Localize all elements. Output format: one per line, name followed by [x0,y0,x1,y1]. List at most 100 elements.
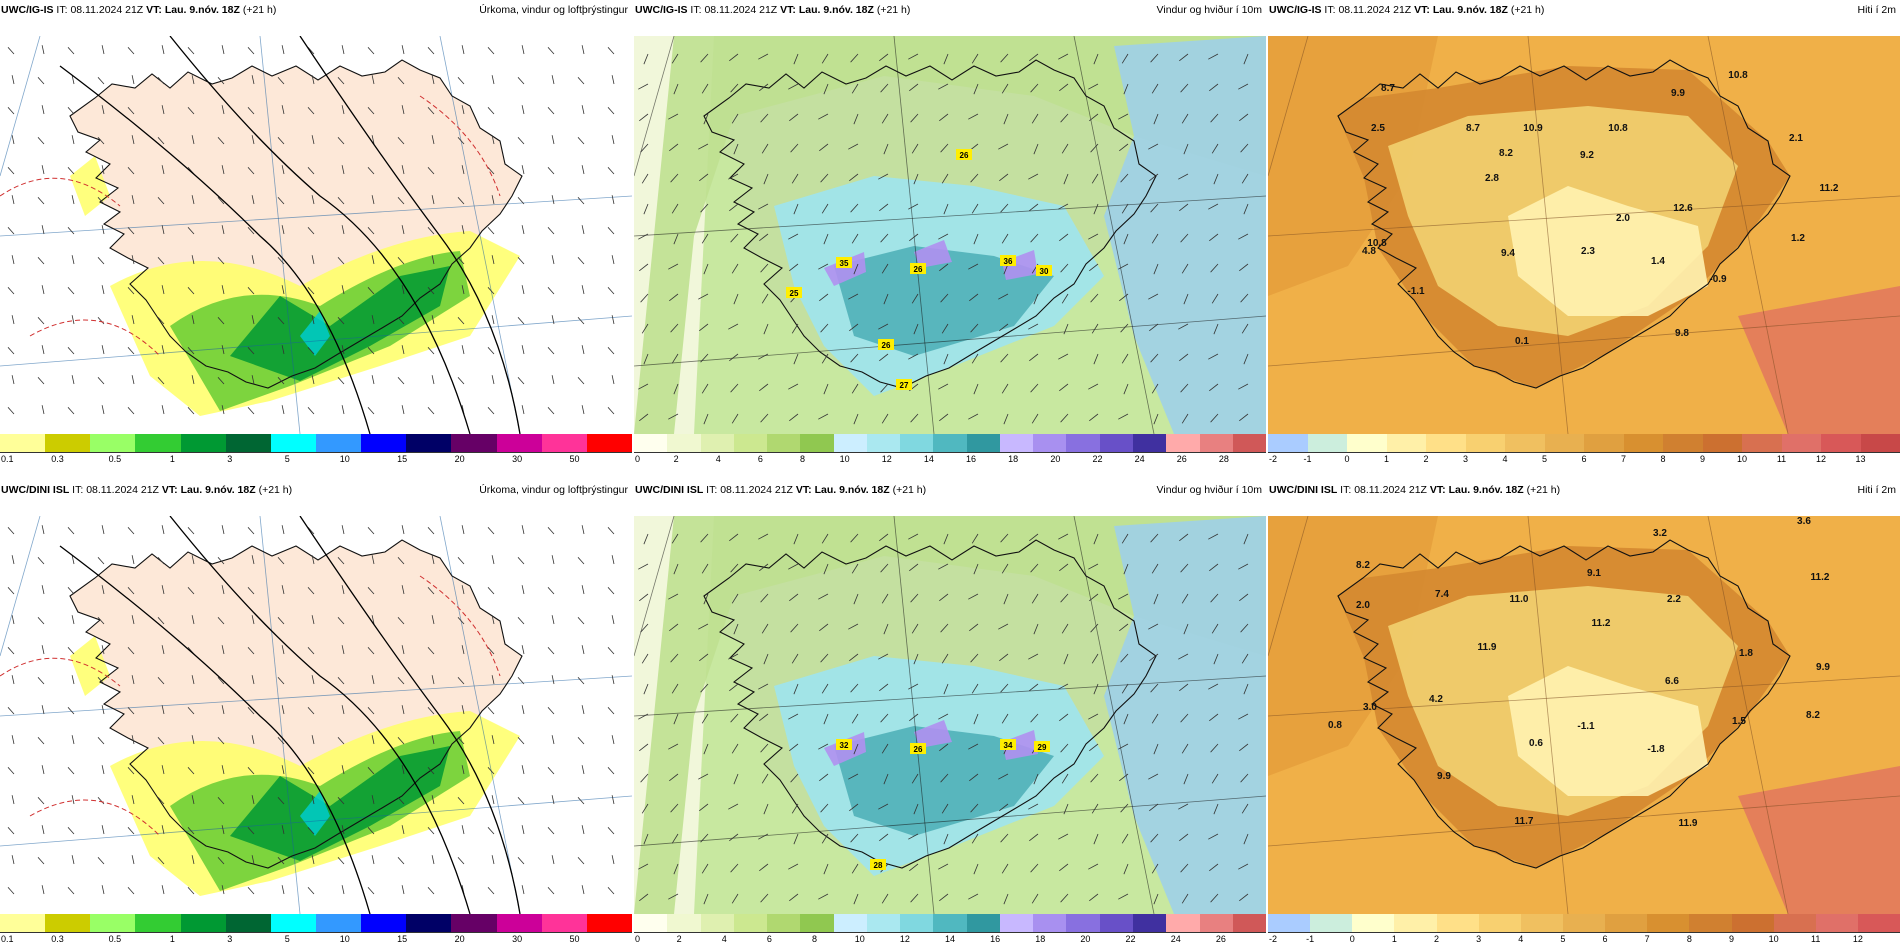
wind-arrow [11,375,15,385]
coastline [69,59,523,389]
lead-time: (+21 h) [242,4,277,16]
colorbar-tick-label: 14 [944,934,956,944]
gust-label-box [786,287,802,298]
colorbar-tick-label: 24 [1170,934,1181,944]
wind-arrow [431,795,435,805]
wind-arrow [1031,413,1039,424]
wind-arrow [971,533,979,544]
wind-arrow [127,527,135,535]
wind-arrow [431,555,435,565]
wind-arrow [1210,263,1219,273]
wind-arrow [101,825,105,835]
colorbar-tick-label: 0.3 [51,934,64,944]
wind-arrow [1209,563,1219,572]
wind-arrow [521,345,525,355]
wind-arrow [97,257,105,265]
wind-arrow [790,773,799,783]
wind-arrow [577,677,585,685]
colorbar-tick-label: 20 [454,454,465,464]
wind-arrow [487,107,495,115]
colorbar-tick-label: 15 [397,454,408,464]
wind-arrow [1118,413,1129,420]
wind-arrow [1239,893,1249,902]
wind-arrow [789,743,799,752]
colorbar-tick-label: 16 [966,454,977,464]
wind-arrow [821,353,829,364]
wind-panel-igis: UWC/IG-IS IT: 08.11.2024 21Z VT: Lau. 9.… [634,0,1267,470]
wind-arrow [1123,863,1129,875]
wind-arrow [1118,113,1129,120]
wind-arrow [427,347,435,355]
colorbar-segment [45,434,91,452]
wind-arrow [247,167,255,175]
wind-arrow [1088,563,1099,570]
wind-arrow [521,105,525,115]
wind-arrow [401,165,405,175]
wind-arrow [281,585,285,595]
colorbar-tick-label: 24 [1134,454,1145,464]
wind-arrow [397,677,405,685]
gust-value: 26 [882,341,891,350]
wind-arrow [669,293,679,302]
map[interactable]: 3.2 3.6 8.2 9.1 11.2 2.0 7.4 11.0 2.2 11.2 11.9 1.8… [1268,516,1900,914]
wind-arrow [878,803,889,810]
wind-arrow [758,683,769,690]
temperature-value: 9.9 [1671,88,1685,99]
map[interactable]: 8.7 10.8 9.9 2.5 8.7 10.9 10.8 8.2 9.2 2.1 2.8 12.6… [1268,36,1900,434]
wind-arrow [607,107,615,115]
wind-arrow [37,797,45,805]
field-contour-fill [300,791,330,836]
wind-arrow [127,647,135,655]
wind-arrow [97,197,105,205]
wind-arrow [547,707,555,715]
colorbar [1268,434,1900,452]
map[interactable] [0,516,632,914]
temperature-value: 11.2 [1811,572,1830,583]
wind-arrow [1059,233,1069,242]
map[interactable]: 26 35 26 36 30 25 26 27 [634,36,1266,434]
colorbar-tick-label: 26 [1176,454,1187,464]
field-contour-fill [914,240,952,268]
wind-arrow [731,593,739,604]
wind-arrow [131,675,135,685]
wind-arrow [101,705,105,715]
wind-arrow [908,533,919,540]
temperature-value: 12.6 [1673,203,1693,214]
temperature-contour [29,799,161,837]
wind-arrow [191,375,195,385]
gust-value: 30 [1040,267,1049,276]
wind-arrow [521,405,525,415]
wind-arrow [638,713,649,720]
wind-arrow [487,647,495,655]
wind-arrow [1180,383,1189,393]
colorbar-segment [767,914,801,932]
wind-arrow [1213,323,1219,335]
wind-arrow [577,197,585,205]
wind-arrow [671,683,679,694]
wind-arrow [880,563,889,573]
wind-arrow [880,713,889,723]
temperature-value: 1.2 [1791,233,1805,244]
temperature-value: 9.9 [1437,771,1451,782]
wind-arrow [698,773,709,780]
wind-arrow [1088,233,1099,240]
wind-arrow [638,83,649,90]
wind-arrow [853,593,859,605]
wind-arrow [703,113,709,125]
wind-arrow [341,705,345,715]
wind-arrow [791,323,799,334]
wind-arrow [1089,413,1099,422]
temperature-value: 0.1 [1515,336,1529,347]
field-contour-fill [914,720,952,748]
wind-arrow [371,315,375,325]
wind-arrow [879,833,889,842]
colorbar-segment [541,434,587,452]
wind-arrow [397,617,405,625]
map[interactable]: 32 26 34 29 28 [634,516,1266,914]
wind-arrow [880,233,889,243]
colorbar-tick-label: 20 [1080,934,1091,944]
wind-arrow [818,893,829,900]
grid-line [259,36,301,434]
wind-arrow [940,623,949,633]
map[interactable] [0,36,632,434]
